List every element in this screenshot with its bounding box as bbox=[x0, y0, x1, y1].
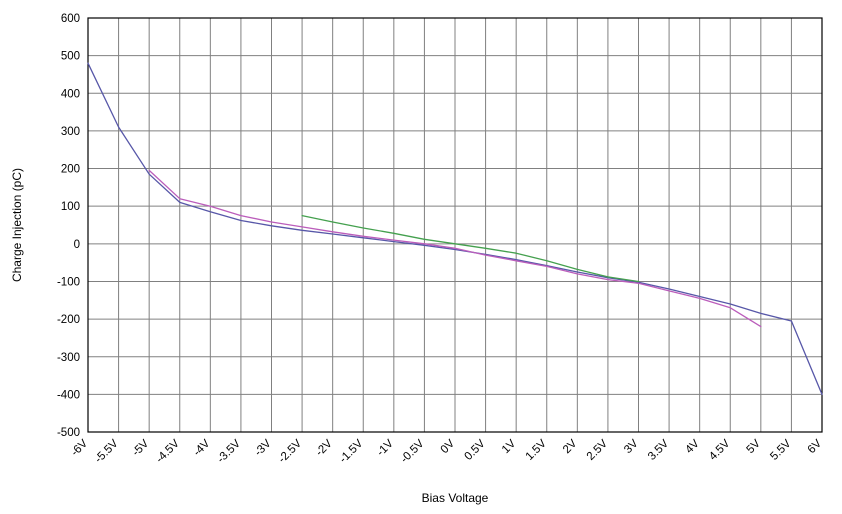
x-tick-label: 2V bbox=[561, 437, 580, 456]
x-tick-label: -1V bbox=[375, 437, 396, 458]
y-tick-label: -300 bbox=[57, 352, 80, 364]
x-tick-label: -2.5V bbox=[276, 437, 304, 465]
y-tick-label: 0 bbox=[74, 239, 80, 251]
y-tick-label: 200 bbox=[61, 164, 80, 176]
x-tick-label: 4.5V bbox=[707, 437, 732, 462]
y-tick-label: -200 bbox=[57, 314, 80, 326]
x-tick-label: 2.5V bbox=[585, 437, 610, 462]
x-tick-label: -4.5V bbox=[154, 437, 182, 465]
y-axis-title: Charge Injection (pC) bbox=[10, 167, 24, 283]
x-tick-label: 3.5V bbox=[646, 437, 671, 462]
series-blue-line bbox=[87, 62, 823, 396]
y-tick-label: 500 bbox=[61, 51, 80, 63]
x-tick-label: 0.5V bbox=[462, 437, 487, 462]
x-tick-label: 4V bbox=[683, 437, 702, 456]
x-tick-label: -1.5V bbox=[337, 437, 365, 465]
x-tick-label: 0V bbox=[439, 437, 458, 456]
y-tick-label: -500 bbox=[57, 427, 80, 439]
x-tick-label: -3.5V bbox=[215, 437, 243, 465]
x-tick-label: -5V bbox=[130, 437, 151, 458]
x-tick-label: -3V bbox=[252, 437, 273, 458]
plot-border bbox=[87, 17, 823, 433]
y-tick-label: 400 bbox=[61, 88, 80, 100]
series-green-line bbox=[301, 214, 640, 283]
x-tick-label: 5V bbox=[745, 437, 764, 456]
y-tick-label: -100 bbox=[57, 276, 80, 288]
x-tick-label: -0.5V bbox=[399, 437, 427, 465]
x-tick-label: -6V bbox=[69, 437, 90, 458]
x-tick-label: 1.5V bbox=[524, 437, 549, 462]
y-tick-label: -400 bbox=[57, 389, 80, 401]
x-tick-label: 3V bbox=[622, 437, 641, 456]
y-tick-label: 300 bbox=[61, 126, 80, 138]
y-tick-label: 600 bbox=[61, 13, 80, 25]
x-tick-label: 6V bbox=[806, 437, 825, 456]
x-tick-label: -5.5V bbox=[93, 437, 121, 465]
x-axis-title: Bias Voltage bbox=[421, 491, 489, 505]
x-tick-label: 1V bbox=[500, 437, 519, 456]
x-tick-label: -2V bbox=[314, 437, 335, 458]
series-magenta-line bbox=[148, 169, 762, 328]
x-tick-label: -4V bbox=[191, 437, 212, 458]
x-tick-label: 5.5V bbox=[768, 437, 793, 462]
y-tick-label: 100 bbox=[61, 201, 80, 213]
